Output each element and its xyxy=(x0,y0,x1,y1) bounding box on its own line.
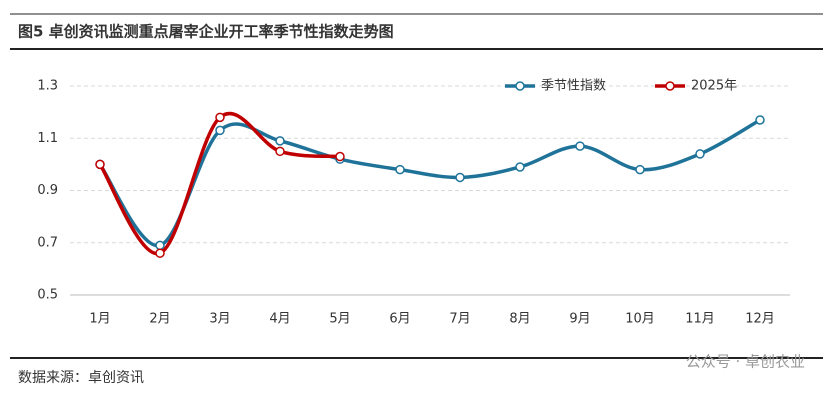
x-tick-label: 11月 xyxy=(685,312,715,327)
point xyxy=(755,115,765,125)
point xyxy=(275,136,285,146)
x-tick-label: 7月 xyxy=(449,312,470,327)
x-tick-label: 10月 xyxy=(625,312,655,327)
y-tick-label: 1.1 xyxy=(37,131,58,146)
y-tick-label: 0.5 xyxy=(37,288,58,303)
legend-marker xyxy=(665,81,675,91)
x-tick-label: 12月 xyxy=(745,312,775,327)
x-tick-label: 2月 xyxy=(149,312,170,327)
x-tick-label: 4月 xyxy=(269,312,290,327)
point xyxy=(395,164,405,175)
y-tick-label: 0.7 xyxy=(37,235,58,250)
point xyxy=(515,162,525,172)
x-tick-label: 5月 xyxy=(329,312,350,327)
point xyxy=(155,248,165,258)
point xyxy=(275,146,285,157)
point xyxy=(155,240,165,251)
x-tick-label: 9月 xyxy=(569,312,590,327)
legend-label: 2025年 xyxy=(691,79,737,94)
x-tick-label: 1月 xyxy=(89,312,110,327)
point xyxy=(575,141,585,151)
point xyxy=(695,149,705,159)
point xyxy=(455,172,465,183)
x-tick-label: 3月 xyxy=(209,312,230,327)
legend-marker xyxy=(515,81,525,91)
legend-label: 季节性指数 xyxy=(541,79,606,94)
x-tick-label: 6月 xyxy=(389,312,410,327)
point xyxy=(635,164,645,175)
point xyxy=(335,151,345,162)
point xyxy=(95,159,105,170)
source: 数据来源：卓创资讯 xyxy=(18,370,144,386)
watermark: 公众号 · 卓创农业 xyxy=(686,353,805,371)
chart-title: 图5 卓创资讯监测重点屠宰企业开工率季节性指数走势图 xyxy=(18,23,394,41)
series-line xyxy=(98,118,761,248)
point xyxy=(215,112,225,123)
y-tick-label: 1.3 xyxy=(37,79,58,94)
x-tick-label: 8月 xyxy=(509,312,530,327)
point xyxy=(215,125,225,136)
y-tick-label: 0.9 xyxy=(37,183,58,198)
